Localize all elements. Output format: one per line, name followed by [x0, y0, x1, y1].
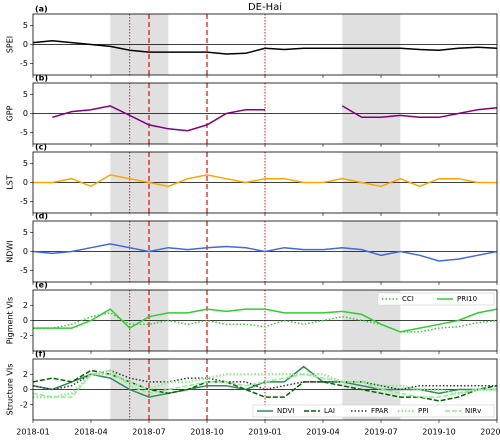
y-tick-label: -2	[20, 400, 28, 409]
series-line	[33, 369, 497, 398]
y-axis-label: Pigment VIs	[6, 297, 15, 344]
legend-label: PRI10	[457, 295, 477, 303]
panel-label: (b)	[35, 74, 48, 83]
x-tick-label: 2019-10	[422, 428, 455, 437]
series-line	[33, 373, 497, 399]
y-tick-label: 0	[23, 385, 28, 394]
panel-label: (a)	[35, 5, 48, 14]
legend-label: FPAR	[371, 407, 389, 415]
legend-box	[252, 404, 495, 418]
legend-label: CCI	[402, 295, 414, 303]
plot-frame	[32, 289, 498, 352]
legend-label: LAI	[324, 407, 335, 415]
y-axis-label: SPEI	[6, 36, 15, 53]
plot-frame	[32, 220, 498, 283]
chart-title: DE-Hai	[248, 2, 282, 13]
legend-label: NIRv	[465, 407, 481, 415]
y-tick-label: 2	[23, 301, 28, 310]
y-axis-label: NDWI	[6, 240, 15, 262]
series-line	[33, 174, 497, 188]
legend-box	[377, 292, 495, 306]
x-tick-label: 2018-10	[190, 428, 223, 437]
series-line	[33, 312, 497, 333]
y-tick-label: -5	[20, 197, 28, 206]
panel-label: (d)	[35, 212, 48, 221]
y-axis-label: Structure VIs	[6, 364, 15, 416]
x-tick-label: 2018-01	[16, 428, 49, 437]
y-tick-label: 0	[23, 178, 28, 187]
plot-frame	[32, 151, 498, 214]
y-tick-label: 0	[23, 247, 28, 256]
x-tick-label: 2019-04	[306, 428, 339, 437]
x-tick-label: 2019-01	[248, 428, 281, 437]
legend-label: PPI	[418, 407, 429, 415]
series-line	[33, 243, 497, 262]
y-tick-label: -5	[20, 266, 28, 275]
series-line	[52, 105, 497, 132]
plot-frame	[32, 13, 498, 76]
y-axis-label: GPP	[6, 105, 15, 121]
y-axis-label: LST	[6, 175, 15, 190]
plot-frame	[32, 358, 498, 421]
series-line	[33, 39, 497, 55]
y-tick-label: 5	[23, 228, 28, 237]
y-tick-label: 5	[23, 90, 28, 99]
y-tick-label: 5	[23, 159, 28, 168]
plot-frame	[32, 82, 498, 145]
y-tick-label: 5	[23, 21, 28, 30]
panel-label: (f)	[35, 350, 46, 359]
panel-label: (e)	[35, 281, 48, 290]
y-tick-label: -5	[20, 128, 28, 137]
y-tick-label: 0	[23, 109, 28, 118]
x-tick-label: 2018-07	[132, 428, 165, 437]
legend-label: NDVI	[277, 407, 294, 415]
x-tick-label: 2020-01	[480, 428, 500, 437]
y-tick-label: 0	[23, 40, 28, 49]
x-tick-label: 2019-07	[364, 428, 397, 437]
series-line	[33, 365, 497, 398]
y-tick-label: -2	[20, 331, 28, 340]
y-tick-label: 2	[23, 370, 28, 379]
x-tick-label: 2018-04	[74, 428, 107, 437]
y-tick-label: -5	[20, 59, 28, 68]
panel-label: (c)	[35, 143, 47, 152]
y-tick-label: 0	[23, 316, 28, 325]
series-line	[33, 308, 497, 333]
